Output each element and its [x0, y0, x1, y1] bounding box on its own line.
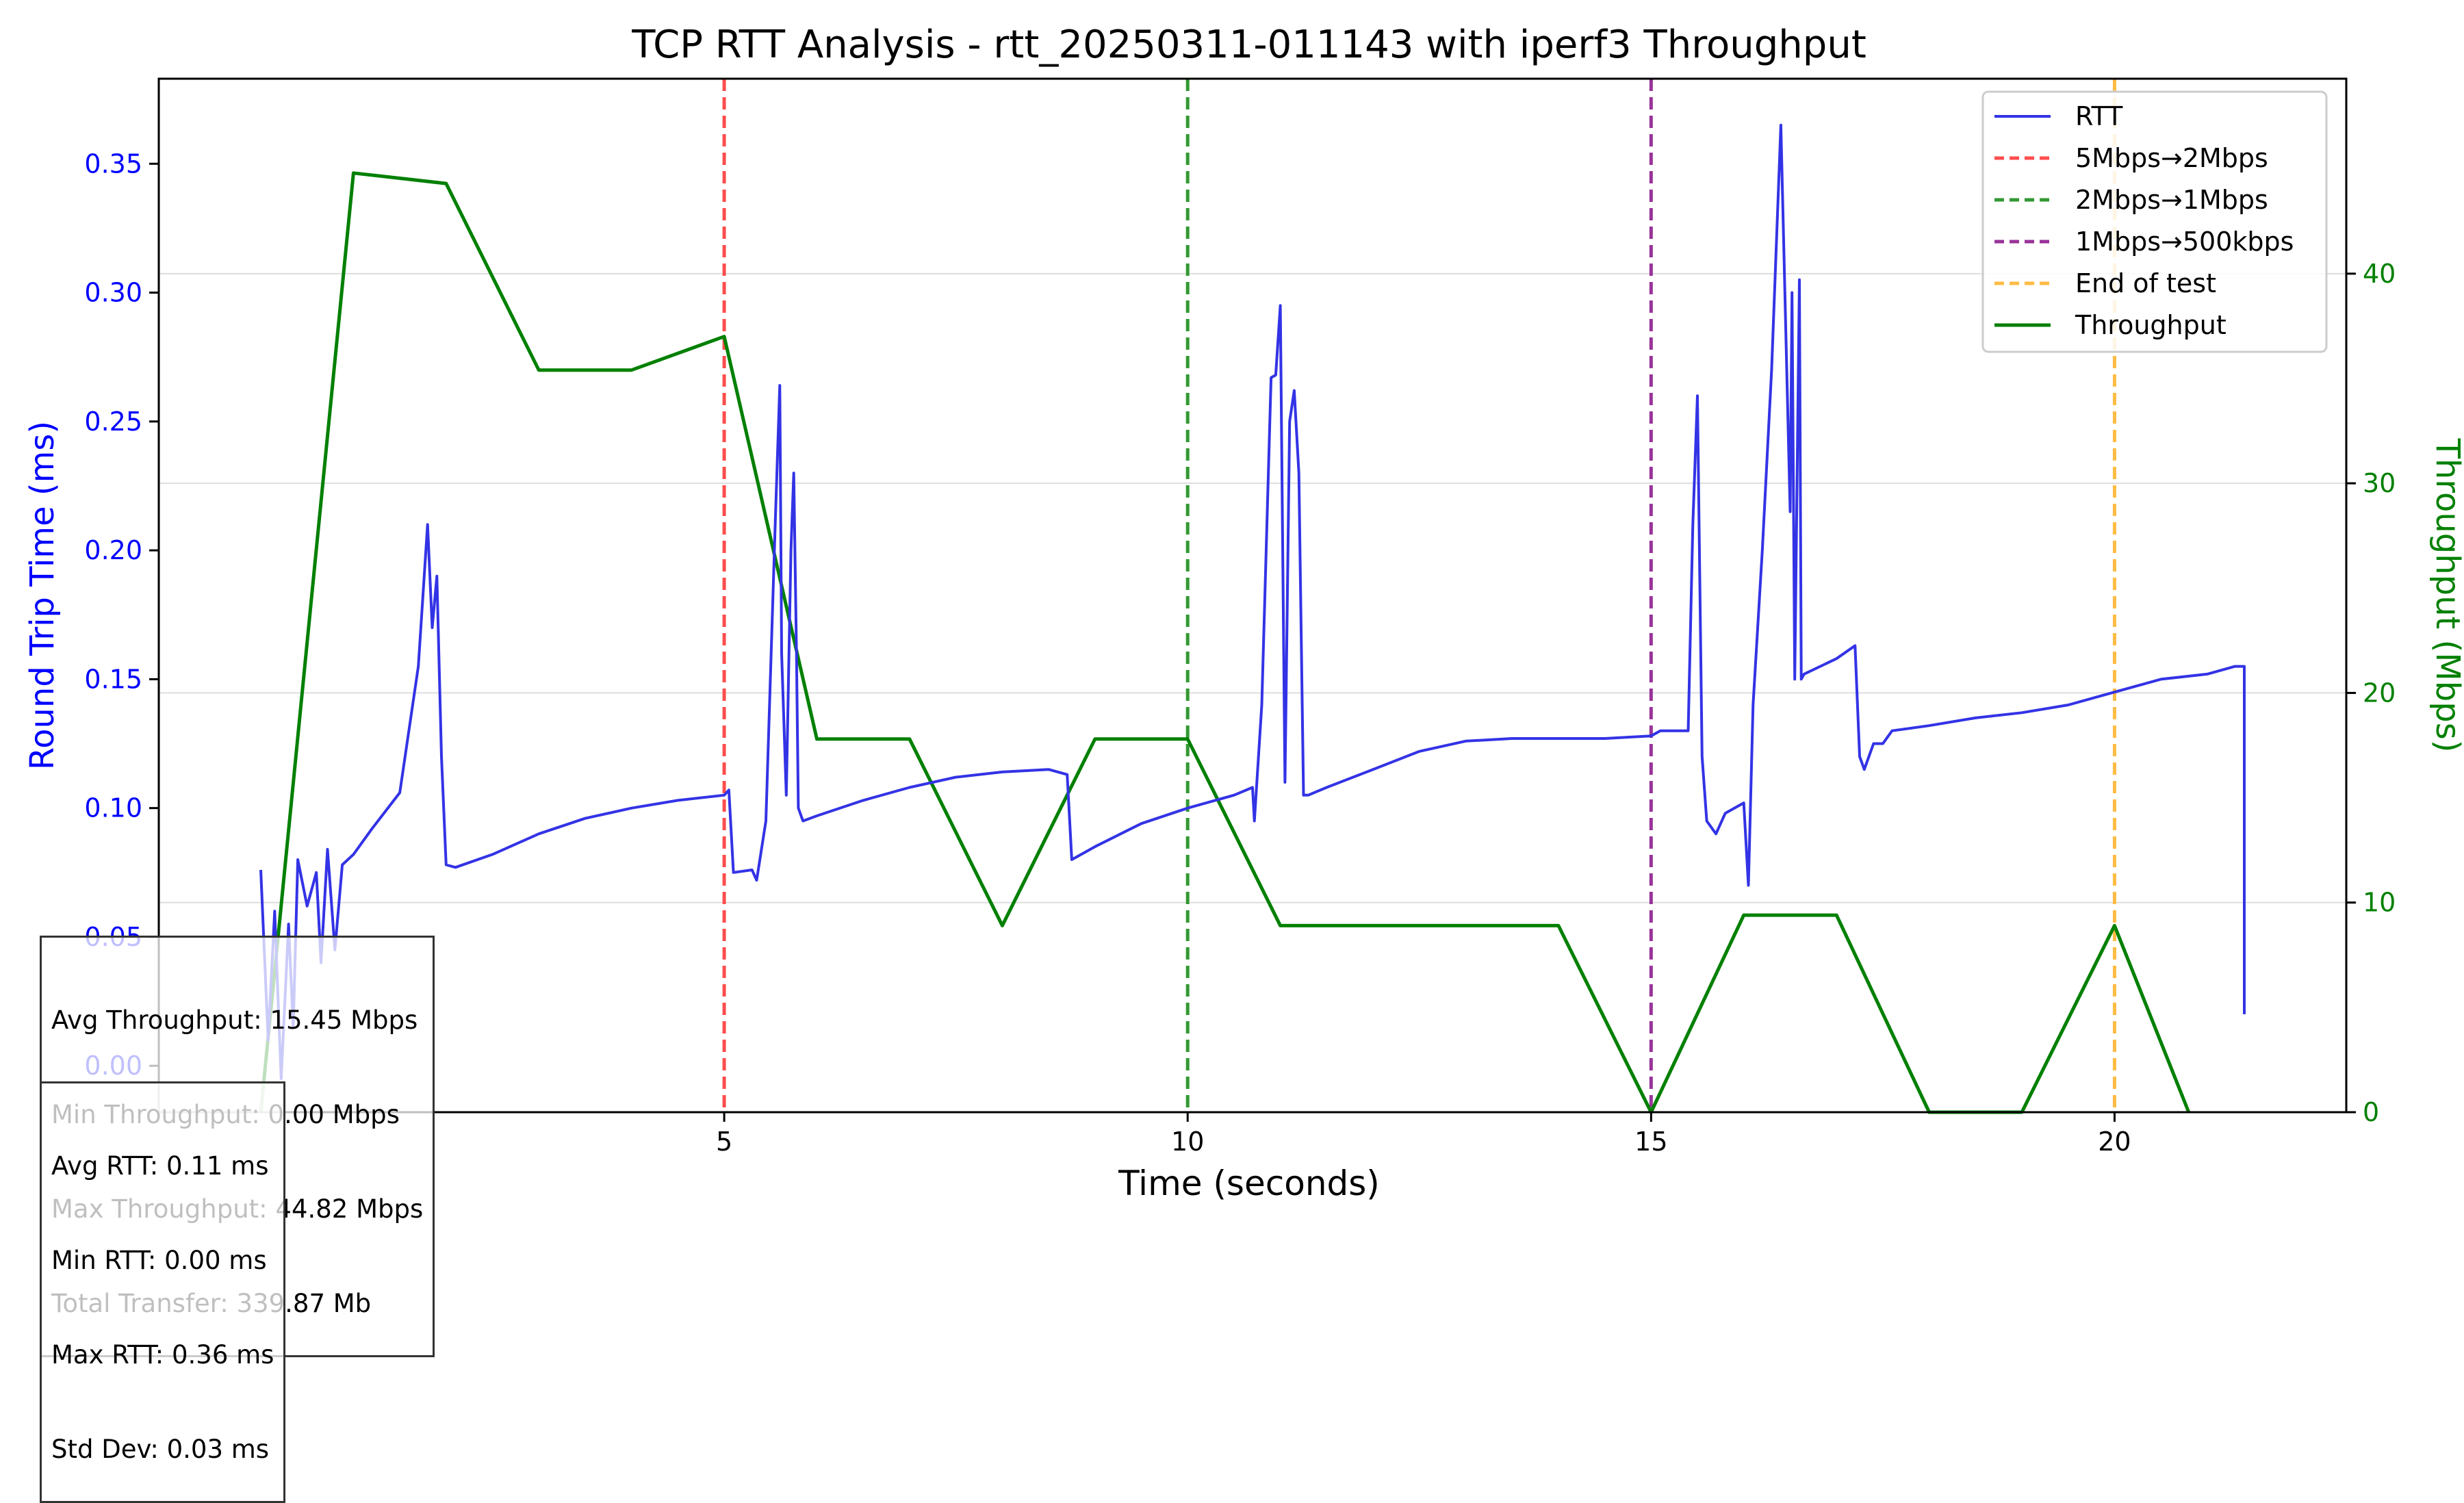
- legend: RTT 5Mbps→2Mbps 2Mbps→1Mbps 1Mbps→500kbps En…: [1981, 90, 2328, 353]
- min-rtt-text: Min RTT: 0.00 ms: [51, 1246, 267, 1275]
- legend-label: 2Mbps→1Mbps: [2075, 185, 2268, 215]
- x-tick-label: 20: [2098, 1127, 2131, 1157]
- y2-tick-label: 40: [2363, 259, 2396, 289]
- y-tick-label: 0.15: [84, 664, 142, 694]
- avg-rtt-text: Avg RTT: 0.11 ms: [51, 1151, 269, 1181]
- grid-layer: [159, 272, 2346, 903]
- y2-tick-label: 20: [2363, 678, 2396, 708]
- y-tick-label: 0.20: [84, 535, 142, 565]
- y-axis-label: Round Trip Time (ms): [23, 421, 62, 770]
- y2-tick-label: 30: [2363, 468, 2396, 498]
- y-tick-label: 0.10: [84, 793, 142, 823]
- x-axis-label: Time (seconds): [1118, 1164, 1380, 1203]
- y2-tick-label: 10: [2363, 888, 2396, 918]
- std-dev-text: Std Dev: 0.03 ms: [51, 1435, 270, 1464]
- max-rtt-text: Max RTT: 0.36 ms: [51, 1340, 274, 1370]
- rtt-line: [259, 123, 2246, 1080]
- y-tick-label: 0.25: [84, 407, 142, 437]
- avg-throughput-text: Avg Throughput: 15.45 Mbps: [51, 1005, 418, 1035]
- throughput-line: [259, 171, 2191, 1114]
- legend-label: 1Mbps→500kbps: [2075, 227, 2294, 257]
- rtt-throughput-chart: TCP RTT Analysis - rtt_20250311-011143 w…: [23, 23, 2464, 1203]
- plot-frame: [157, 77, 2348, 1114]
- y-tick-label: 0.30: [84, 278, 142, 308]
- event-lines: [722, 79, 2116, 1112]
- x-tick-label: 10: [1171, 1127, 1204, 1157]
- legend-frame: [1981, 90, 2328, 353]
- series-layer: [259, 123, 2246, 1114]
- legend-label: RTT: [2075, 101, 2123, 131]
- legend-label: 5Mbps→2Mbps: [2075, 143, 2268, 173]
- y2-axis-label: Throughput (Mbps): [2428, 438, 2464, 753]
- x-tick-label: 15: [1634, 1127, 1667, 1157]
- x-tick-label: 5: [716, 1127, 732, 1157]
- chart-title: TCP RTT Analysis - rtt_20250311-011143 w…: [631, 23, 1866, 67]
- y2-tick-label: 0: [2363, 1097, 2379, 1127]
- legend-label: Throughput: [2075, 310, 2226, 340]
- rtt-stats-box: Avg RTT: 0.11 ms Min RTT: 0.00 ms Max RT…: [40, 1081, 286, 1503]
- legend-label: End of test: [2075, 268, 2216, 298]
- y-tick-label: 0.35: [84, 149, 142, 179]
